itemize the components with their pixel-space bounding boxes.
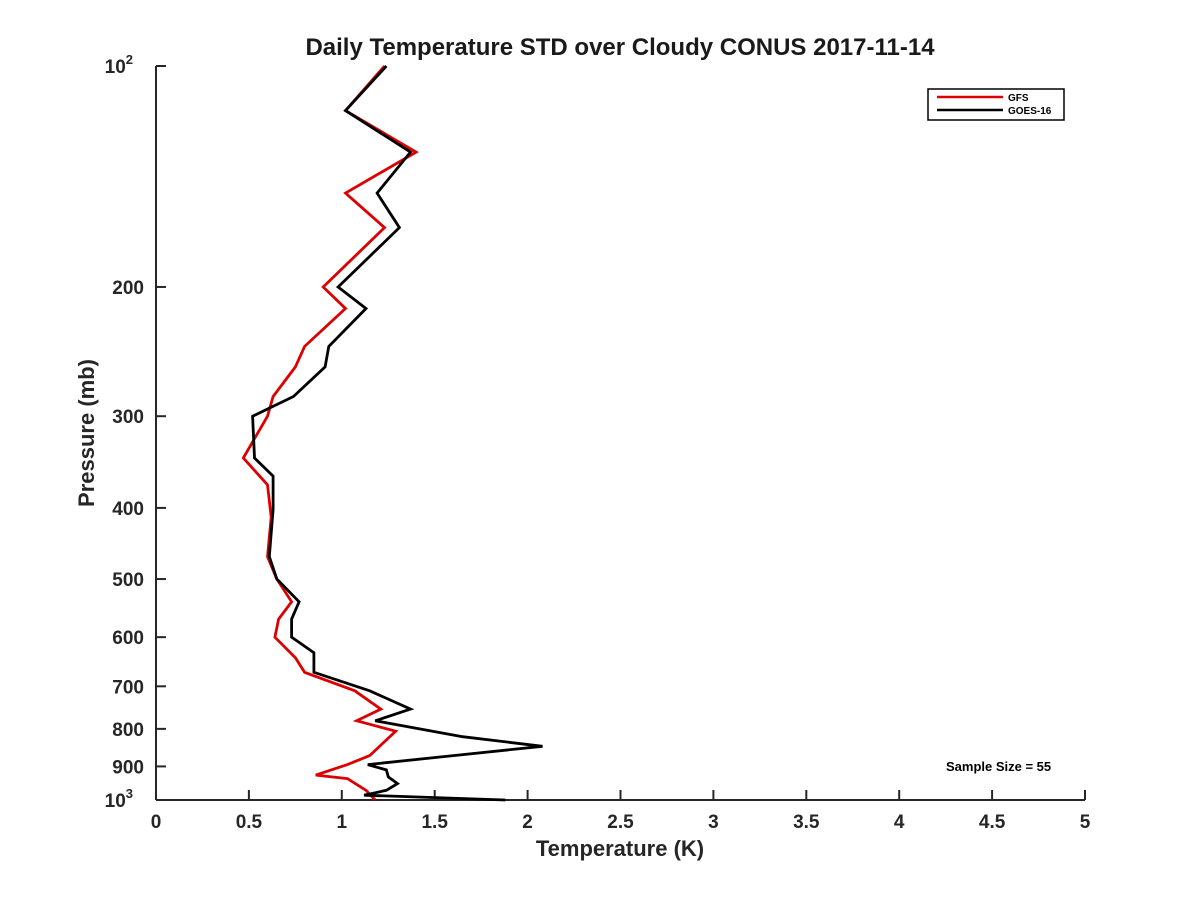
y-tick-label: 900 — [112, 757, 144, 778]
y-tick-label: 300 — [112, 407, 144, 428]
x-tick-label: 1 — [337, 812, 348, 833]
x-tick-label: 0 — [151, 812, 162, 833]
x-axis-ticks: 0 0.5 1 1.5 2 2.5 3 3.5 4 4.5 5 — [151, 790, 1091, 833]
x-tick-label: 1.5 — [421, 812, 448, 833]
y-tick-label: 400 — [112, 499, 144, 520]
legend-label-gfs: GFS — [1008, 93, 1029, 104]
legend: GFS GOES-16 — [927, 88, 1065, 121]
series-line-goes16 — [251, 65, 543, 802]
x-tick-label: 3.5 — [793, 812, 820, 833]
chart-title: Daily Temperature STD over Cloudy CONUS … — [305, 34, 935, 61]
legend-label-goes16: GOES-16 — [1008, 106, 1052, 117]
x-tick-label: 3 — [708, 812, 719, 833]
y-tick-label: 800 — [112, 720, 144, 741]
x-tick-label: 4.5 — [979, 812, 1006, 833]
sample-size-annotation: Sample Size = 55 — [946, 759, 1051, 774]
y-tick-label: 102 — [105, 52, 133, 78]
x-tick-label: 2 — [522, 812, 533, 833]
x-tick-label: 4 — [894, 812, 905, 833]
x-tick-label: 0.5 — [236, 812, 263, 833]
y-axis-ticks: 102 200 300 400 500 600 700 800 900 103 — [105, 52, 166, 812]
y-tick-label: 103 — [105, 786, 133, 812]
x-axis-label: Temperature (K) — [536, 836, 704, 861]
y-axis-label: Pressure (mb) — [74, 359, 99, 507]
series-lines — [241, 65, 543, 802]
y-tick-label: 600 — [112, 628, 144, 649]
y-tick-label: 200 — [112, 278, 144, 299]
legend-box — [927, 88, 1065, 121]
y-tick-label: 500 — [112, 570, 144, 591]
y-tick-label: 700 — [112, 677, 144, 698]
x-tick-label: 2.5 — [607, 812, 634, 833]
x-tick-label: 5 — [1080, 812, 1091, 833]
